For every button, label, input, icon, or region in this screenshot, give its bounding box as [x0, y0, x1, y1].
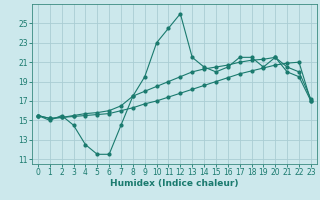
X-axis label: Humidex (Indice chaleur): Humidex (Indice chaleur) [110, 179, 239, 188]
